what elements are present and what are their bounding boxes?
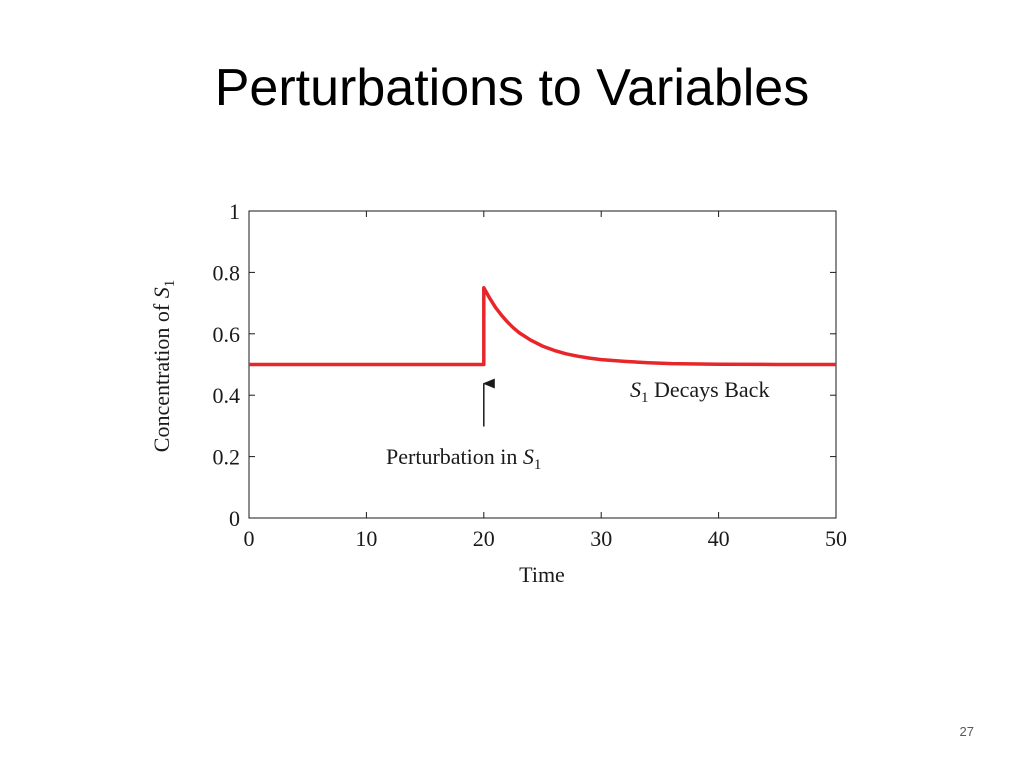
decay-annotation-text: Decays Back: [649, 377, 770, 402]
series-line-concentration: [249, 286, 836, 367]
y-tick-label: 0: [229, 506, 240, 531]
y-tick-label: 1: [229, 199, 240, 224]
decay-annotation-sub: 1: [641, 390, 649, 406]
perturbation-annotation-var: S: [523, 444, 534, 469]
y-axis-label-var: S: [149, 287, 174, 298]
perturbation-annotation-text: Perturbation in: [386, 444, 523, 469]
decay-annotation: S1 Decays Back: [630, 377, 769, 406]
x-tick-label: 0: [244, 526, 255, 551]
labels-layer: Time Concentration of S1 Perturbation in…: [149, 280, 769, 587]
y-axis-label-sub: 1: [162, 280, 178, 288]
x-axis-label: Time: [519, 562, 565, 587]
x-tick-label: 20: [473, 526, 495, 551]
slide-number: 27: [959, 724, 974, 739]
y-tick-label: 0.2: [213, 445, 241, 470]
x-tick-label: 10: [355, 526, 377, 551]
y-axis-label: Concentration of S1: [149, 280, 178, 452]
perturbation-annotation-sub: 1: [534, 457, 542, 473]
axes-layer: 0 10 20 30 40 50 0 0.2 0.4 0.6 0.8 1: [213, 199, 848, 551]
y-tick-label: 0.4: [213, 383, 241, 408]
slide-title: Perturbations to Variables: [214, 59, 810, 117]
series-layer: [249, 286, 836, 427]
x-tick-label: 50: [825, 526, 847, 551]
perturbation-annotation: Perturbation in S1: [386, 444, 541, 473]
x-tick-label: 30: [590, 526, 612, 551]
decay-annotation-var: S: [630, 377, 641, 402]
y-axis-label-text: Concentration of: [149, 298, 174, 452]
y-tick-label: 0.8: [213, 260, 241, 285]
x-tick-label: 40: [708, 526, 730, 551]
y-tick-label: 0.6: [213, 322, 241, 347]
